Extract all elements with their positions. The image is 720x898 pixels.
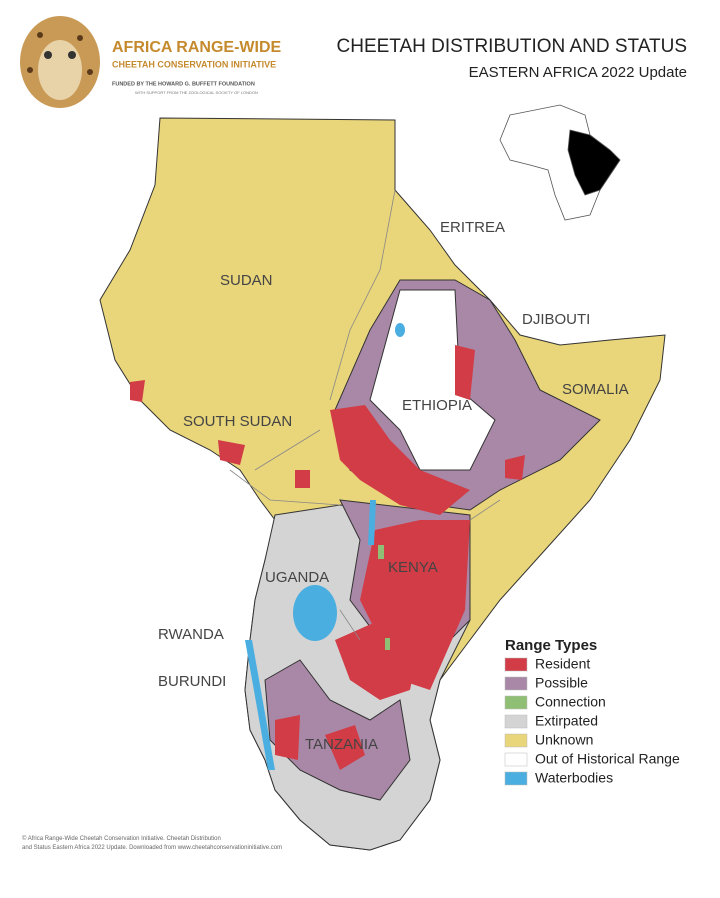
legend-swatch (504, 733, 528, 748)
legend-swatch (504, 695, 528, 710)
legend-label: Resident (535, 656, 590, 672)
country-label: ETHIOPIA (402, 397, 472, 414)
country-label: RWANDA (158, 626, 224, 643)
legend-label: Waterbodies (535, 770, 613, 786)
legend-label: Connection (535, 694, 606, 710)
country-label: TANZANIA (305, 736, 378, 753)
legend-label: Extirpated (535, 713, 598, 729)
country-label: SOUTH SUDAN (183, 413, 292, 430)
title: CHEETAH DISTRIBUTION AND STATUS (337, 36, 687, 57)
credit: © Africa Range-Wide Cheetah Conservation… (22, 835, 282, 851)
logo-initiative: CHEETAH CONSERVATION INITIATIVE (112, 59, 276, 69)
legend-swatch (504, 676, 528, 691)
country-label: UGANDA (265, 569, 329, 586)
subtitle: EASTERN AFRICA 2022 Update (469, 64, 687, 81)
logo-name: AFRICA RANGE-WIDE (112, 39, 282, 56)
legend: Resident Possible Connection Extirpated Unkn… (504, 656, 680, 786)
legend-swatch (504, 752, 528, 767)
country-label: DJIBOUTI (522, 311, 590, 328)
legend-label: Out of Historical Range (535, 751, 680, 767)
legend-swatch (504, 771, 528, 786)
legend-swatch (504, 714, 528, 729)
map (99, 117, 666, 851)
legend-label: Possible (535, 675, 588, 691)
legend-swatch (504, 657, 528, 672)
country-label: SOMALIA (562, 381, 629, 398)
logo (20, 16, 100, 108)
country-label: SUDAN (220, 272, 273, 289)
country-label: BURUNDI (158, 673, 226, 690)
country-labels: SUDAN ERITREA DJIBOUTI SOMALIA ETHIOPIA … (158, 219, 629, 753)
inset-map (499, 104, 621, 221)
logo-support: WITH SUPPORT FROM THE ZOOLOGICAL SOCIETY… (135, 90, 258, 95)
logo-funder: FUNDED BY THE HOWARD G. BUFFETT FOUNDATI… (112, 81, 255, 87)
country-label: ERITREA (440, 219, 505, 236)
country-label: KENYA (388, 559, 438, 576)
legend-label: Unknown (535, 732, 593, 748)
legend-title: Range Types (505, 637, 597, 654)
